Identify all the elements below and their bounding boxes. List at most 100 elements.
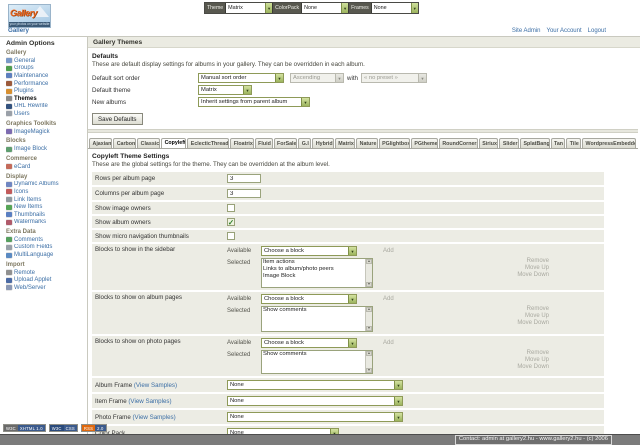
album-add-block-link[interactable]: Add — [383, 296, 394, 302]
sidebar-item[interactable]: Groups — [6, 65, 86, 73]
listbox-scrollbar[interactable]: ▲ ▼ — [365, 307, 372, 331]
item-frame-view-samples-link[interactable]: (View Samples) — [128, 397, 172, 405]
list-action-link[interactable]: Move Down — [517, 364, 549, 371]
show-image-owners-checkbox[interactable]: ✓ — [227, 204, 235, 212]
listbox-option[interactable]: Links to album/photo peers — [263, 266, 334, 273]
sidebar-item[interactable]: Image Block — [6, 145, 86, 153]
sidebar-item[interactable]: Comments — [6, 236, 86, 244]
scroll-down-icon[interactable]: ▼ — [366, 282, 372, 287]
theme-tab[interactable]: Slider — [499, 138, 519, 148]
listbox-option[interactable]: Show comments — [263, 351, 307, 357]
header-link[interactable]: Logout — [587, 27, 606, 34]
header-link[interactable]: Site Admin — [511, 27, 541, 34]
list-action-link[interactable]: Move Down — [517, 320, 549, 327]
listbox-option[interactable]: Show comments — [263, 307, 307, 313]
theme-tab[interactable]: Nature — [356, 138, 378, 148]
list-action-link[interactable]: Remove — [526, 306, 549, 312]
theme-tab[interactable]: PGtheme — [410, 138, 438, 148]
show-album-owners-checkbox[interactable]: ✓ — [227, 218, 235, 226]
css-validation-badge[interactable]: W3C CSS — [48, 424, 78, 432]
sidebar-item[interactable]: Maintenance — [6, 72, 86, 80]
photo-frame-select[interactable]: None ▼ — [227, 412, 403, 422]
list-action-link[interactable]: Move Up — [524, 313, 549, 320]
default-theme-select[interactable]: Matrix ▼ — [198, 85, 252, 95]
sidebar-item[interactable]: Upload Applet — [6, 276, 86, 284]
listbox-scrollbar[interactable]: ▲ ▼ — [365, 351, 372, 373]
sidebar-item[interactable]: New Items — [6, 203, 86, 211]
theme-tab[interactable]: Copyleft — [161, 137, 187, 148]
color-pack-select[interactable]: None ▼ — [227, 428, 339, 434]
theme-tab[interactable]: EclecticThreads — [187, 138, 230, 148]
theme-tab[interactable]: RoundCorners — [438, 138, 478, 148]
sidebar-item[interactable]: General — [6, 57, 86, 65]
sidebar-item[interactable]: Link Items — [6, 196, 86, 204]
theme-tab[interactable]: G.I — [298, 138, 312, 148]
photo-selected-blocks-listbox[interactable]: Show comments ▲ ▼ — [261, 350, 373, 374]
theme-tab[interactable]: Fluid — [254, 138, 273, 148]
photo-available-block-select[interactable]: Choose a block ▼ — [261, 338, 357, 348]
xhtml-validation-badge[interactable]: W3C XHTML 1.0 — [3, 424, 46, 432]
theme-tab[interactable]: Tan — [550, 138, 566, 148]
frames-select[interactable]: None ▼ — [371, 3, 418, 13]
theme-tab[interactable]: Classic — [137, 138, 161, 148]
scroll-up-icon[interactable]: ▲ — [366, 351, 372, 356]
theme-tab[interactable]: WordpressEmbedded — [582, 138, 636, 148]
sidebar-item[interactable]: Icons — [6, 188, 86, 196]
scroll-down-icon[interactable]: ▼ — [366, 368, 372, 373]
sidebar-item[interactable]: Themes — [6, 95, 86, 103]
sidebar-item[interactable]: Custom Fields — [6, 244, 86, 252]
album-frame-view-samples-link[interactable]: (View Samples) — [133, 381, 178, 389]
album-selected-blocks-listbox[interactable]: Show comments ▲ ▼ — [261, 306, 373, 332]
list-action-link[interactable]: Remove — [526, 350, 549, 356]
scroll-down-icon[interactable]: ▼ — [366, 326, 372, 331]
list-action-link[interactable]: Move Down — [517, 272, 549, 279]
sidebar-item[interactable]: Thumbnails — [6, 211, 86, 219]
theme-tab[interactable]: Floatrix — [230, 138, 254, 148]
sidebar-item[interactable]: Dynamic Albums — [6, 181, 86, 189]
theme-tab[interactable]: SplatBang — [520, 138, 550, 148]
listbox-scrollbar[interactable]: ▲ ▼ — [365, 259, 372, 287]
scroll-up-icon[interactable]: ▲ — [366, 307, 372, 312]
sort-direction-select[interactable]: Ascending ▼ — [290, 73, 344, 83]
album-frame-select[interactable]: None ▼ — [227, 380, 403, 390]
header-link[interactable]: Your Account — [546, 27, 582, 34]
theme-tab[interactable]: Tile — [566, 138, 582, 148]
listbox-option[interactable]: Image Block — [263, 273, 296, 280]
sidebar-item[interactable]: Watermarks — [6, 219, 86, 227]
sidebar-add-block-link[interactable]: Add — [383, 248, 394, 254]
theme-tab[interactable]: Siriux — [478, 138, 499, 148]
sidebar-item[interactable]: Performance — [6, 80, 86, 88]
scroll-up-icon[interactable]: ▲ — [366, 259, 372, 264]
theme-tab[interactable]: Ajaxian — [89, 138, 113, 148]
theme-tab[interactable]: PGlightbox — [378, 138, 410, 148]
list-action-link[interactable]: Move Up — [524, 357, 549, 364]
album-available-block-select[interactable]: Choose a block ▼ — [261, 294, 357, 304]
sidebar-item[interactable]: Remote — [6, 269, 86, 277]
colorpack-select[interactable]: None ▼ — [302, 3, 349, 13]
default-sort-order-select[interactable]: Manual sort order ▼ — [198, 73, 284, 83]
sidebar-item[interactable]: MultiLanguage — [6, 251, 86, 259]
item-frame-select[interactable]: None ▼ — [227, 396, 403, 406]
list-action-link[interactable]: Move Up — [524, 265, 549, 272]
listbox-option[interactable]: Item actions — [263, 259, 295, 265]
photo-frame-view-samples-link[interactable]: (View Samples) — [132, 413, 176, 421]
sidebar-item[interactable]: Plugins — [6, 87, 86, 95]
sidebar-item[interactable]: ImageMagick — [6, 128, 86, 136]
new-albums-select[interactable]: Inherit settings from parent album ▼ — [198, 97, 310, 107]
rows-per-page-input[interactable] — [227, 174, 261, 183]
sort-preset-select[interactable]: « no preset » ▼ — [361, 73, 428, 83]
show-micro-nav-checkbox[interactable]: ✓ — [227, 232, 235, 240]
list-action-link[interactable]: Remove — [526, 258, 549, 264]
theme-select[interactable]: Matrix ▼ — [226, 3, 273, 13]
theme-tab[interactable]: Hybrid — [312, 138, 334, 148]
sidebar-item[interactable]: Users — [6, 110, 86, 118]
theme-tab[interactable]: ForSale — [273, 138, 298, 148]
sidebar-item[interactable]: Web/Server — [6, 284, 86, 292]
sidebar-available-block-select[interactable]: Choose a block ▼ — [261, 246, 357, 256]
theme-tab[interactable]: Matrix — [334, 138, 356, 148]
sidebar-item[interactable]: URL Rewrite — [6, 103, 86, 111]
sidebar-item[interactable]: eCard — [6, 163, 86, 171]
columns-per-page-input[interactable] — [227, 189, 261, 198]
rss-badge[interactable]: RSS 2.0 — [80, 424, 107, 432]
sidebar-selected-blocks-listbox[interactable]: Item actions Links to album/photo peers Im… — [261, 258, 373, 288]
